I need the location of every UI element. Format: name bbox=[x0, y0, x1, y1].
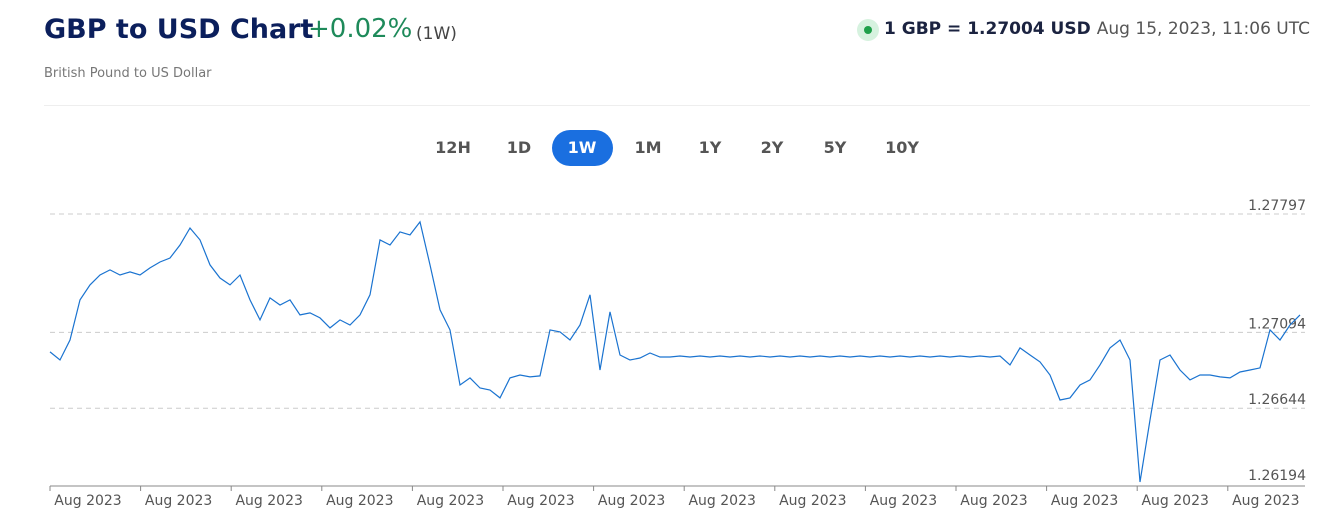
x-tick-label: Aug 2023 bbox=[145, 493, 212, 509]
x-tick-label: Aug 2023 bbox=[326, 493, 393, 509]
period: (1W) bbox=[416, 24, 457, 44]
range-tab[interactable]: 1D bbox=[506, 138, 532, 157]
subtitle: British Pound to US Dollar bbox=[44, 66, 212, 81]
y-tick-label: 1.26194 bbox=[1248, 468, 1306, 484]
range-tab[interactable]: 12H bbox=[435, 138, 471, 157]
x-tick-label: Aug 2023 bbox=[1051, 493, 1118, 509]
x-tick-label: Aug 2023 bbox=[960, 493, 1027, 509]
price-line bbox=[49, 220, 1301, 483]
y-tick-label: 1.26644 bbox=[1248, 392, 1306, 408]
x-tick-label: Aug 2023 bbox=[598, 493, 665, 509]
range-tab[interactable]: 1W bbox=[551, 130, 613, 166]
divider bbox=[44, 105, 1310, 106]
x-tick-label: Aug 2023 bbox=[870, 493, 937, 509]
live-dot bbox=[857, 19, 879, 41]
timestamp: Aug 15, 2023, 11:06 UTC bbox=[1096, 19, 1310, 39]
x-tick-label: Aug 2023 bbox=[54, 493, 121, 509]
x-tick-label: Aug 2023 bbox=[1141, 493, 1208, 509]
x-tick-label: Aug 2023 bbox=[688, 493, 755, 509]
range-tab[interactable]: 2Y bbox=[760, 138, 784, 157]
x-tick-label: Aug 2023 bbox=[417, 493, 484, 509]
y-tick-label: 1.27094 bbox=[1248, 316, 1306, 332]
x-tick-label: Aug 2023 bbox=[235, 493, 302, 509]
y-tick-label: 1.27797 bbox=[1248, 198, 1306, 214]
range-tab[interactable]: 1M bbox=[634, 138, 662, 157]
rate: 1 GBP = 1.27004 USD bbox=[884, 19, 1091, 39]
x-tick-label: Aug 2023 bbox=[779, 493, 846, 509]
x-tick-label: Aug 2023 bbox=[507, 493, 574, 509]
range-tab[interactable]: 5Y bbox=[823, 138, 847, 157]
x-tick-label: Aug 2023 bbox=[1232, 493, 1299, 509]
tab-bar: 12H 1D 1W 1M 1Y 2Y 5Y 10Y bbox=[0, 130, 1332, 166]
range-tab[interactable]: 10Y bbox=[885, 138, 919, 157]
page-title: GBP to USD Chart bbox=[44, 14, 314, 45]
change: +0.02% bbox=[308, 14, 413, 44]
range-tab[interactable]: 1Y bbox=[698, 138, 722, 157]
